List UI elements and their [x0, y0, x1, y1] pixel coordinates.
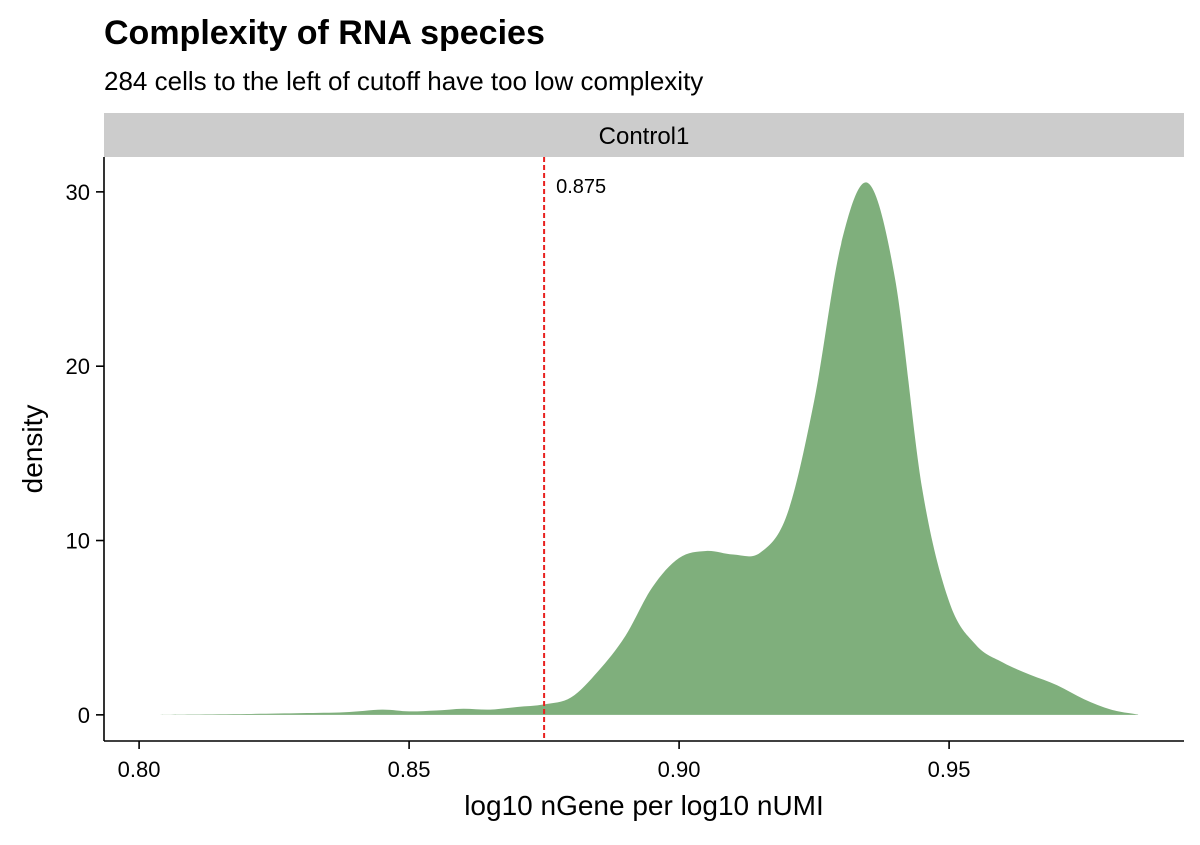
x-tick-label: 0.85 — [388, 757, 431, 782]
density-area — [155, 182, 1139, 715]
plot-panel: 0.875 — [155, 157, 1139, 741]
x-tick-label: 0.80 — [118, 757, 161, 782]
y-tick-label: 20 — [66, 354, 90, 379]
chart-title: Complexity of RNA species — [104, 14, 545, 52]
x-tick-label: 0.90 — [658, 757, 701, 782]
facet-strip-label: Control1 — [599, 123, 690, 150]
y-tick-label: 30 — [66, 180, 90, 205]
x-axis-ticks: 0.80 0.85 0.90 0.95 — [118, 741, 971, 782]
y-axis-title: density — [17, 405, 48, 494]
facet-strip — [104, 113, 1184, 157]
cutoff-label: 0.875 — [556, 176, 606, 198]
x-axis-title: log10 nGene per log10 nUMI — [464, 790, 824, 821]
x-tick-label: 0.95 — [928, 757, 971, 782]
y-axis-ticks: 0 10 20 30 — [66, 180, 104, 728]
y-tick-label: 0 — [78, 703, 90, 728]
chart-subtitle: 284 cells to the left of cutoff have too… — [104, 66, 703, 96]
y-tick-label: 10 — [66, 529, 90, 554]
